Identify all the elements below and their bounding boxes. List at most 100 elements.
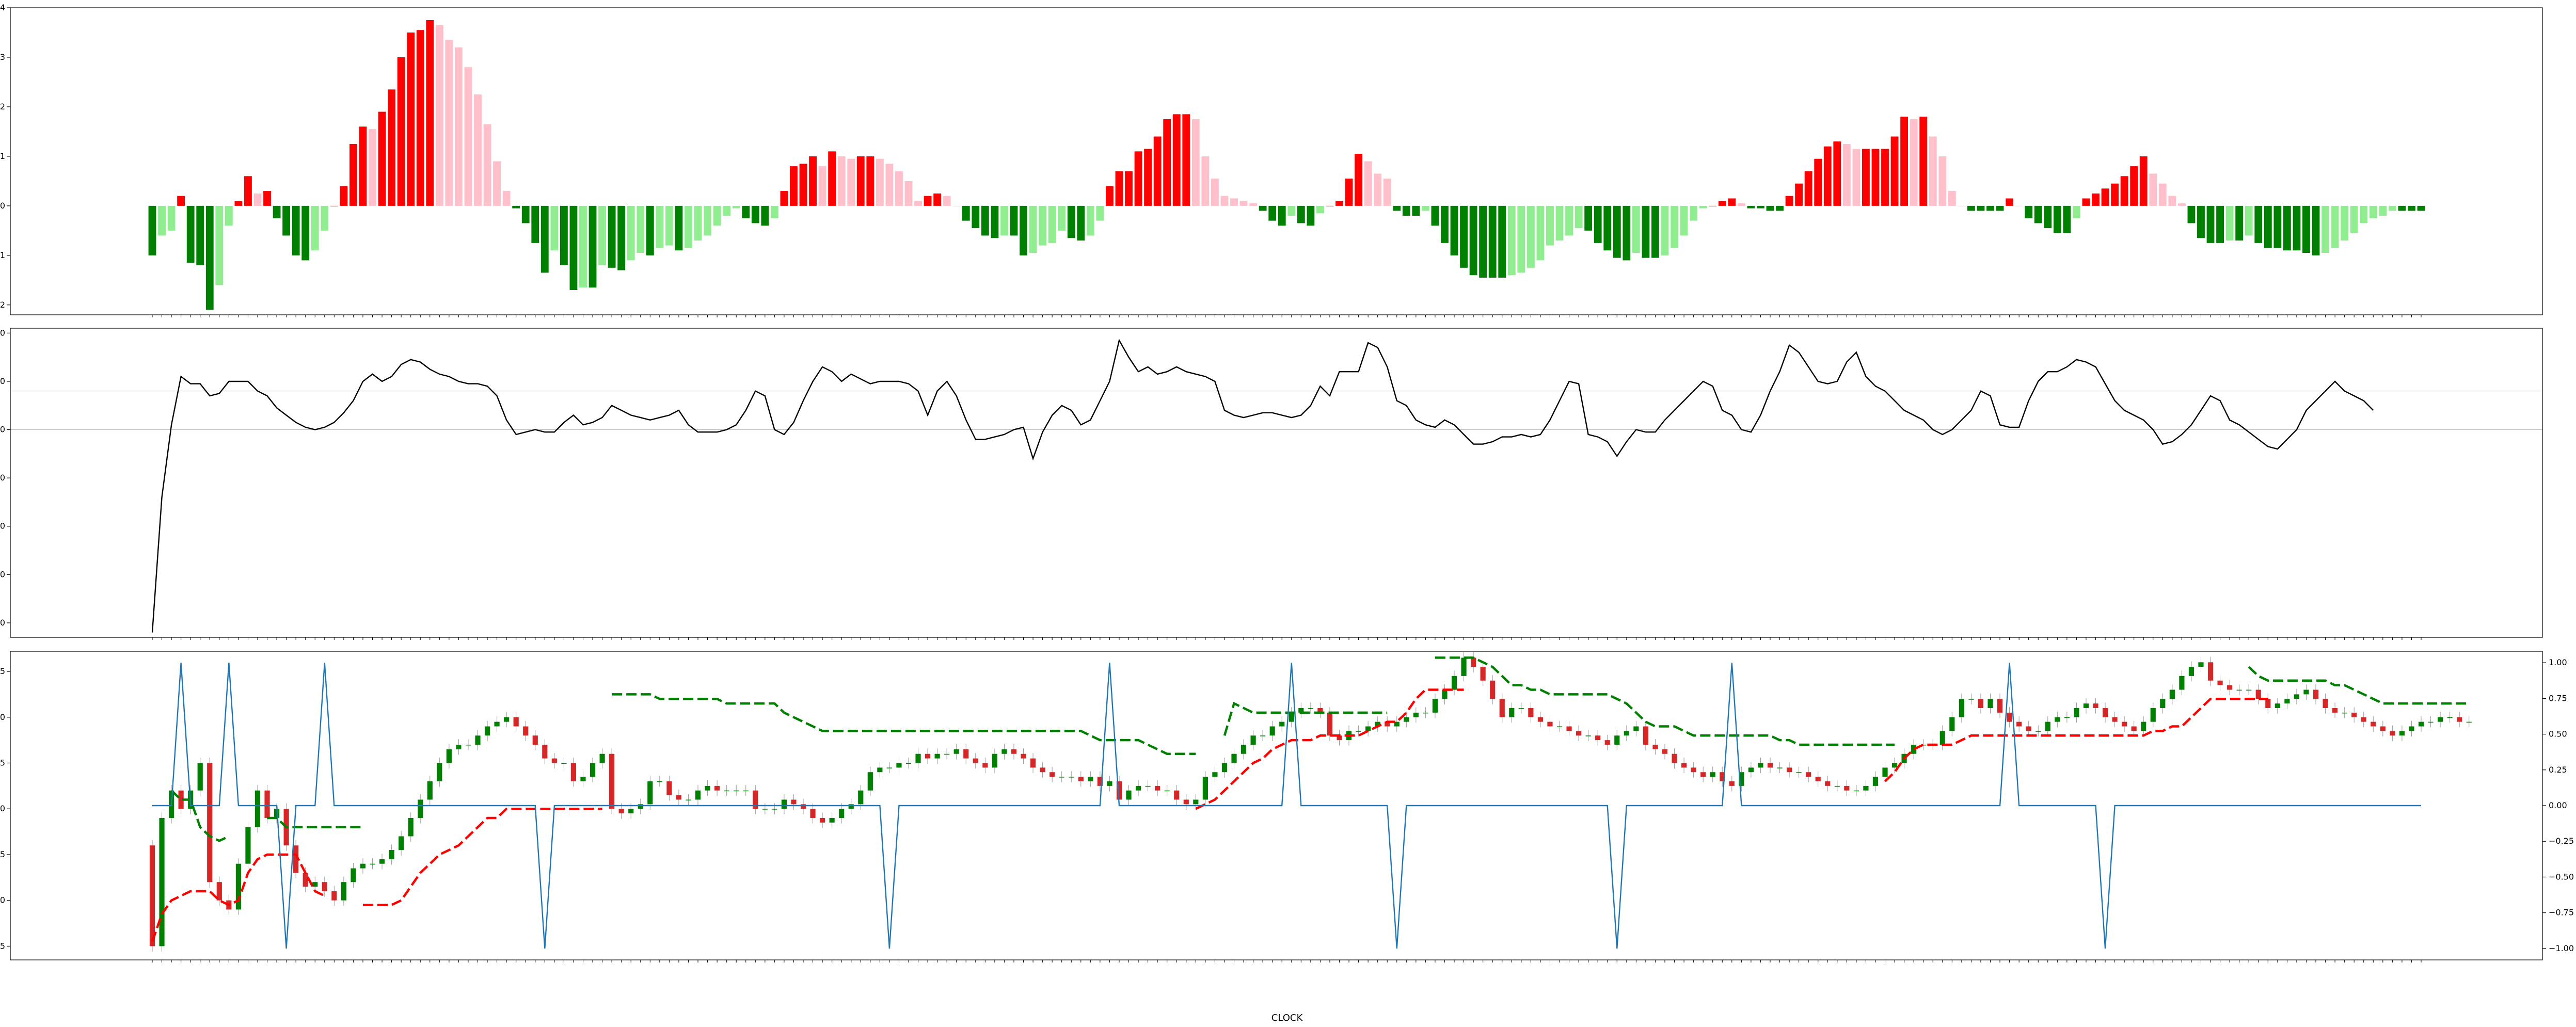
histogram-bar <box>704 205 711 236</box>
candle-body <box>1241 744 1247 754</box>
candle-body <box>1959 699 1964 717</box>
histogram-bar <box>885 164 894 206</box>
candle-body <box>2284 699 2290 704</box>
histogram-bar <box>215 205 224 285</box>
histogram-bar <box>1058 205 1066 231</box>
histogram-bar <box>1374 173 1382 206</box>
histogram-bar <box>1881 149 1889 206</box>
histogram-bar <box>2053 205 2061 233</box>
histogram-bar <box>646 205 654 255</box>
candle-body <box>1174 790 1180 800</box>
candle-body <box>408 817 414 837</box>
histogram-bar <box>2111 183 2119 206</box>
histogram-bar <box>2293 205 2301 251</box>
candle-body <box>1050 772 1055 777</box>
candle-body <box>1815 777 1821 781</box>
histogram-bar <box>1555 205 1564 241</box>
histogram-bar <box>1938 156 1947 206</box>
y-tick-label: 100 <box>0 376 5 386</box>
candle-body <box>494 721 500 727</box>
candle-body <box>1796 772 1802 773</box>
histogram-bar <box>1517 205 1525 273</box>
candle-body <box>446 749 452 763</box>
price-candles <box>149 652 2472 952</box>
histogram-bar <box>818 166 826 206</box>
histogram-bar <box>2206 205 2215 243</box>
oscillator-reference-lines <box>10 391 2542 430</box>
candle-body <box>982 763 988 768</box>
candle-body <box>1691 767 1696 773</box>
histogram-bar <box>2006 198 2014 206</box>
candle-body <box>886 767 893 768</box>
histogram-bar <box>2168 196 2176 206</box>
resistance-line <box>170 656 2469 842</box>
histogram-bar <box>2044 205 2052 229</box>
histogram-bar <box>540 205 549 273</box>
histogram-bar <box>340 186 348 206</box>
histogram-bar <box>1842 143 1851 206</box>
candle-body <box>1375 721 1380 727</box>
candle-body <box>2294 694 2300 699</box>
candle-body <box>963 749 969 759</box>
oscillator-x-ticks <box>152 637 2422 640</box>
candle-body <box>762 809 768 810</box>
candle-body <box>2342 712 2347 714</box>
histogram-bar <box>1201 156 1210 206</box>
candle-body <box>1872 777 1879 786</box>
candle-body <box>925 753 931 759</box>
candle-body <box>829 817 835 823</box>
candle-body <box>1490 680 1496 699</box>
histogram-bar <box>1412 205 1420 216</box>
candle-body <box>1001 749 1007 754</box>
histogram-bar <box>598 205 606 266</box>
y2-tick-label: 1.00 <box>2549 657 2567 667</box>
candle-body <box>2332 708 2338 713</box>
candle-body <box>2361 717 2366 722</box>
histogram-bar <box>2101 188 2109 206</box>
histogram-bar <box>435 25 443 206</box>
histogram-bar <box>1661 205 1669 255</box>
histogram-bar <box>1479 205 1487 278</box>
candle-body <box>2409 726 2414 731</box>
histogram-bar <box>1948 191 1956 206</box>
candle-body <box>1212 772 1218 777</box>
histogram-bar <box>1182 114 1190 206</box>
candle-body <box>1069 777 1074 778</box>
histogram-bar <box>158 205 166 236</box>
candle-body <box>695 790 701 800</box>
histogram-bar <box>2379 205 2387 216</box>
candle-body <box>370 863 375 865</box>
histogram-bar <box>1020 205 1027 255</box>
histogram-bar <box>2350 205 2358 233</box>
candle-body <box>523 726 529 736</box>
candle-body <box>1385 721 1390 727</box>
candle-body <box>149 845 155 946</box>
candle-body <box>1834 785 1840 787</box>
histogram-bars <box>148 20 2425 310</box>
candle-body <box>2064 717 2070 718</box>
candle-body <box>264 790 270 818</box>
y-tick-label: 87.0 <box>0 895 5 905</box>
histogram-bar <box>186 205 195 263</box>
y-tick-label: -200 <box>0 521 5 531</box>
candle-body <box>216 882 222 901</box>
histogram-bar <box>1852 149 1861 206</box>
candle-body <box>2313 689 2319 699</box>
y2-tick-label: −0.75 <box>2549 908 2574 918</box>
candle-body <box>1097 777 1103 786</box>
histogram-bar <box>1642 205 1650 258</box>
candle-body <box>2390 731 2395 736</box>
candle-body <box>1471 657 1476 667</box>
histogram-bar <box>1077 205 1085 241</box>
histogram-bar <box>282 205 291 236</box>
y2-tick-label: 0.50 <box>2549 729 2567 739</box>
candle-body <box>1155 785 1160 791</box>
candle-body <box>676 795 682 800</box>
histogram-bar <box>1211 179 1219 206</box>
candle-body <box>1720 772 1725 781</box>
candle-body <box>2418 721 2424 727</box>
candle-body <box>1700 772 1706 777</box>
candle-body <box>1365 726 1371 731</box>
histogram-bar <box>2417 205 2425 211</box>
y-tick-label: 88.0 <box>0 804 5 813</box>
